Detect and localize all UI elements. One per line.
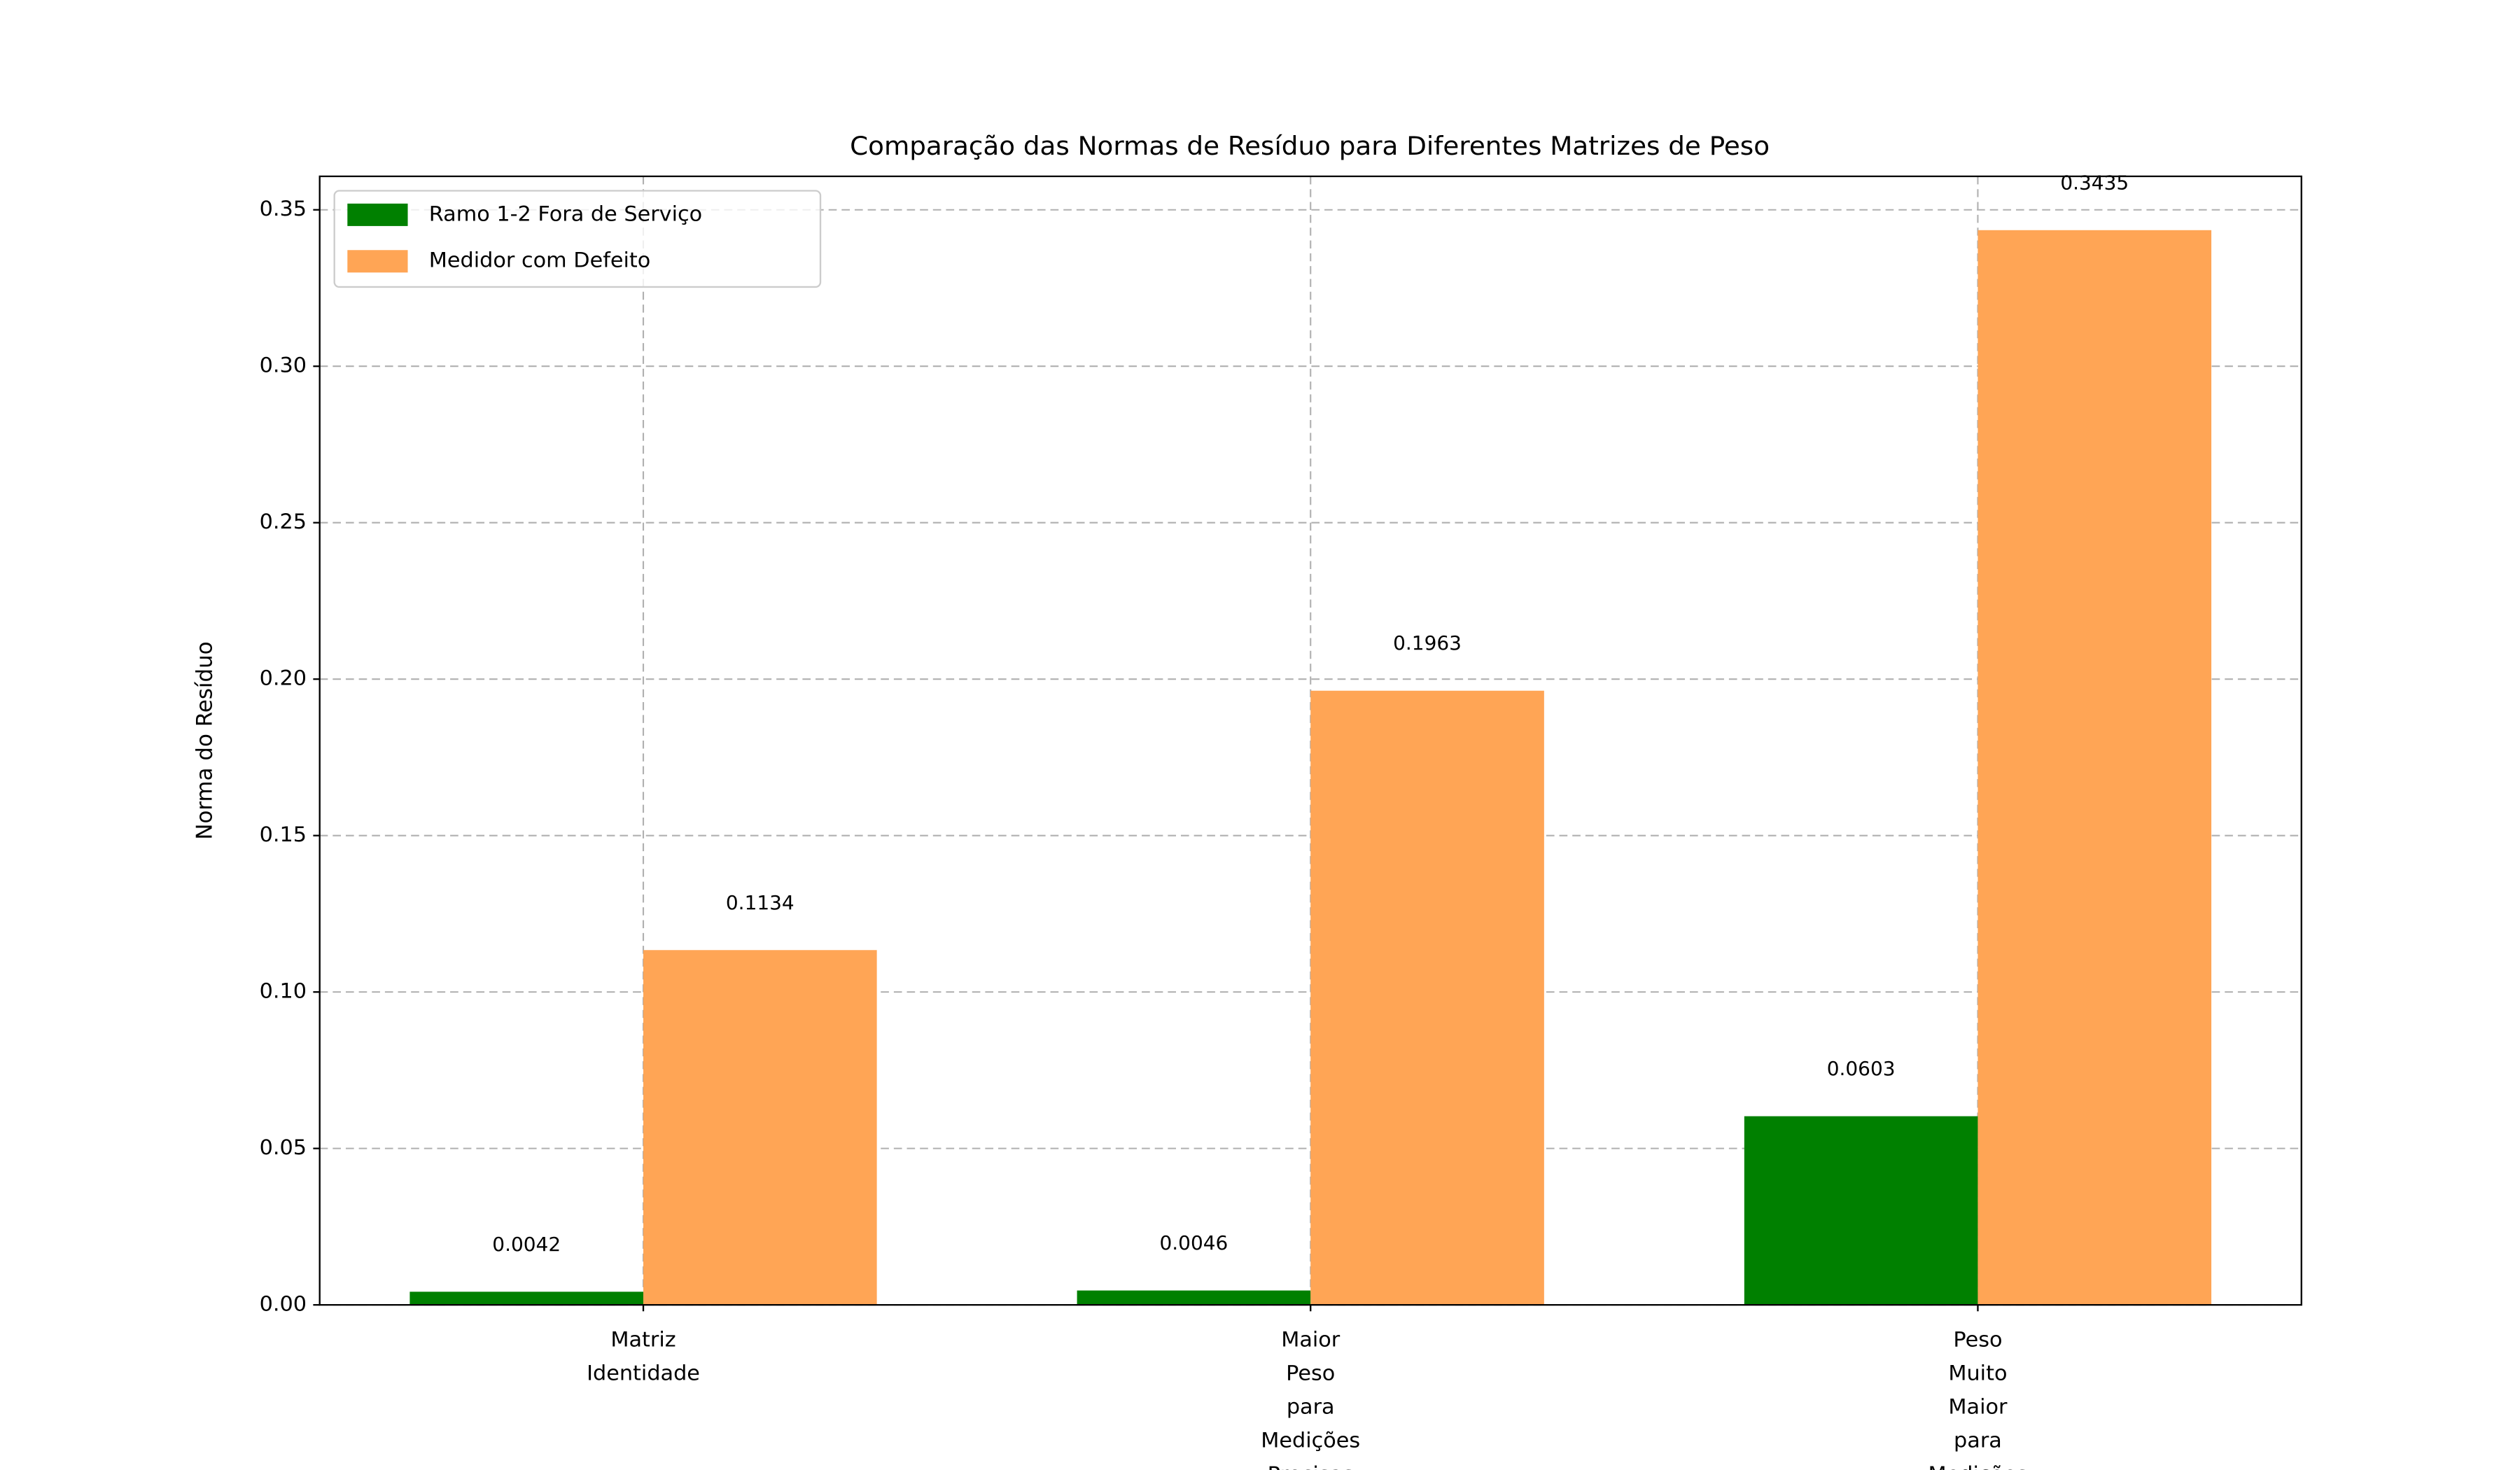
y-tick-label: 0.00: [260, 1292, 307, 1317]
x-tick-label-line: Maior: [1948, 1394, 2008, 1419]
y-tick-label: 0.35: [260, 197, 307, 221]
bar: [1077, 1290, 1311, 1306]
value-label: 0.0603: [1827, 1057, 1896, 1080]
value-label: 0.0046: [1160, 1231, 1228, 1254]
x-tick-label: PesoMuitoMaiorparaMediçõesPrecisas: [1928, 1327, 2027, 1470]
y-tick-label: 0.05: [260, 1135, 307, 1160]
x-tick-label-line: Muito: [1948, 1361, 2007, 1385]
x-tick-label: Matriz Identidade: [587, 1327, 700, 1385]
y-axis-label: Norma do Resíduo: [192, 641, 217, 839]
value-label: 0.1963: [1393, 631, 1462, 654]
bar: [1744, 1116, 1978, 1306]
x-tick-label-line: Peso: [1953, 1327, 2002, 1352]
value-label: 0.3435: [2060, 172, 2129, 195]
x-tick-label-line: Maior: [1281, 1327, 1340, 1352]
plot-frame: [318, 175, 2302, 1306]
x-tick-label-line: Matriz: [610, 1327, 676, 1352]
x-tick-label-line: Precisas: [1268, 1462, 1354, 1470]
y-tick-label: 0.10: [260, 979, 307, 1004]
bar: [643, 950, 877, 1306]
x-tick-label-line: Medições: [1928, 1462, 2027, 1470]
legend-box: [333, 190, 822, 288]
legend-swatch: [347, 250, 408, 273]
y-tick-label: 0.30: [260, 354, 307, 378]
x-tick-label: Maior Peso para Medições Precisas: [1261, 1327, 1360, 1470]
y-tick-label: 0.20: [260, 666, 307, 691]
legend-label: Medidor com Defeito: [429, 248, 651, 273]
x-tick-label-line: para: [1954, 1428, 2002, 1452]
x-tick-label-line: Identidade: [587, 1361, 700, 1385]
value-label: 0.1134: [726, 891, 794, 914]
bar: [410, 1292, 644, 1306]
y-tick-label: 0.25: [260, 510, 307, 534]
x-tick-label-line: Medições: [1261, 1428, 1360, 1452]
y-tick-label: 0.15: [260, 822, 307, 847]
chart-title: Comparação das Normas de Resíduo para Di…: [850, 131, 1770, 161]
legend-label: Ramo 1-2 Fora de Serviço: [429, 202, 702, 227]
bar: [1310, 690, 1544, 1306]
bar: [1977, 230, 2212, 1306]
x-tick-label-line: para: [1287, 1394, 1335, 1419]
legend-swatch: [347, 203, 408, 226]
value-label: 0.0042: [492, 1233, 561, 1256]
x-tick-label-line: Peso: [1286, 1361, 1335, 1385]
